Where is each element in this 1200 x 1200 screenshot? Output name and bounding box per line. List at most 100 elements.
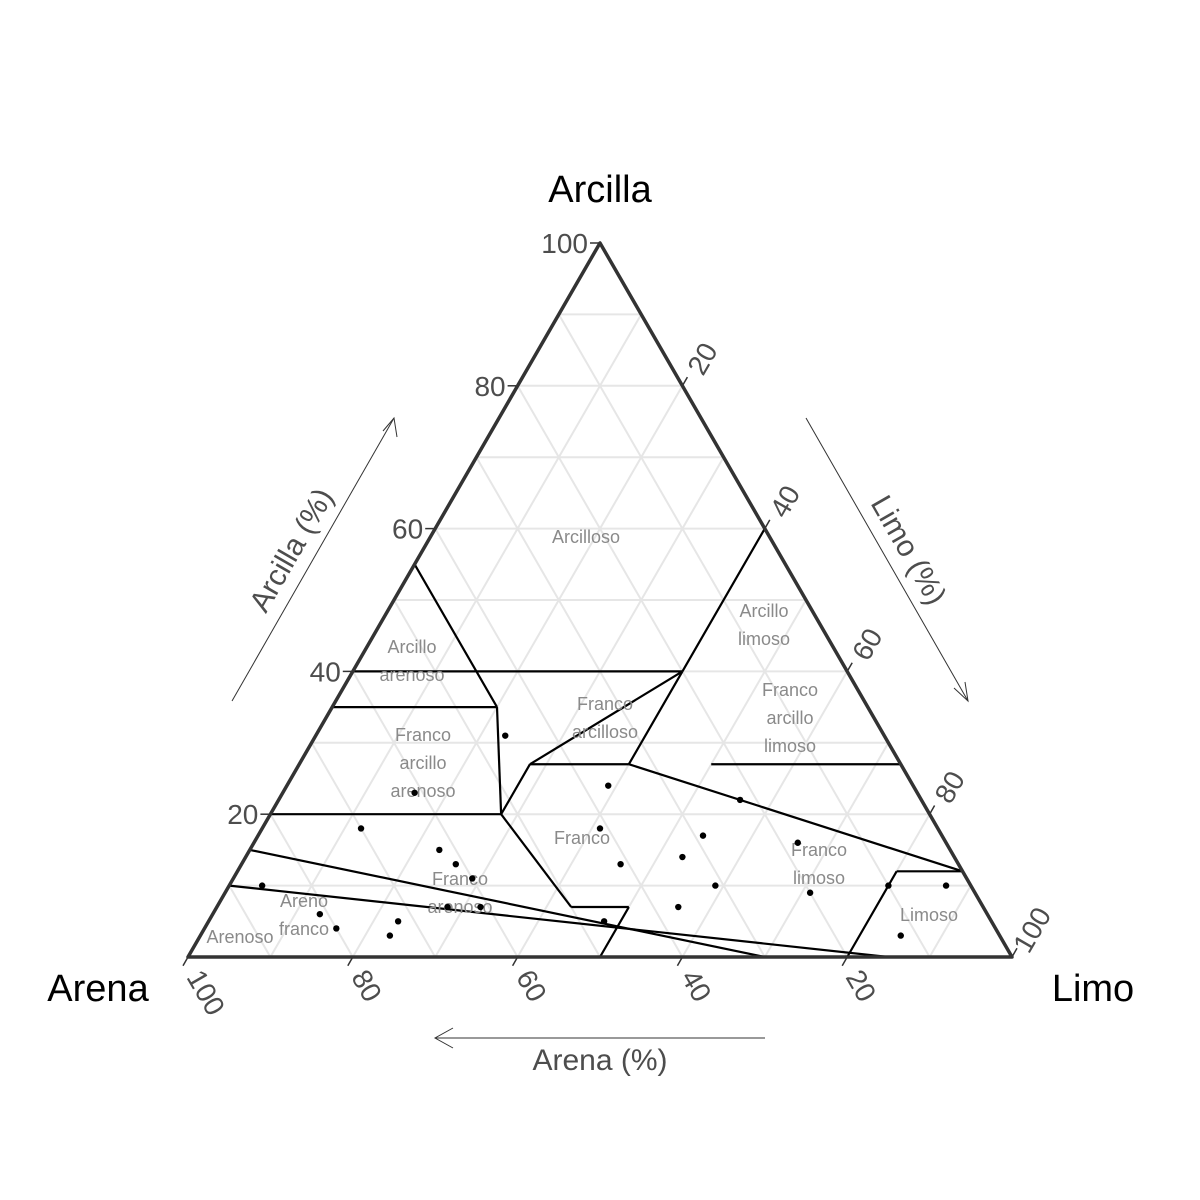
clay-tick-label: 100 <box>541 228 588 259</box>
class-label-line: arenoso <box>379 665 444 685</box>
clay-axis-arrowhead <box>382 416 398 438</box>
class-label: Franco <box>554 828 610 848</box>
data-point <box>600 918 608 925</box>
data-points <box>258 732 950 939</box>
class-boundary <box>628 763 963 873</box>
clay-tick-label: 40 <box>310 656 341 687</box>
class-boundary <box>413 563 498 708</box>
data-point <box>469 875 476 882</box>
class-label-line: Franco <box>432 869 488 889</box>
silt-tick-label: 80 <box>929 766 971 808</box>
class-boundary <box>500 763 531 815</box>
data-point <box>736 796 744 804</box>
class-boundary <box>529 670 683 766</box>
texture-class-boundaries <box>229 528 963 959</box>
triangle-border <box>186 241 1014 959</box>
silt-tick-label: 20 <box>681 338 723 380</box>
data-point <box>477 903 484 911</box>
class-label-line: arcilloso <box>572 722 638 742</box>
class-label-line: Limoso <box>900 905 958 925</box>
data-point <box>333 925 340 932</box>
data-point <box>794 839 801 846</box>
vertex-label-right: Limo <box>1052 968 1134 1010</box>
data-point <box>258 882 266 889</box>
class-label: Franco arenoso <box>427 869 492 917</box>
data-point <box>675 903 682 911</box>
data-point <box>806 889 814 896</box>
silt-tick-label: 60 <box>846 623 888 665</box>
clay-tick-label: 60 <box>392 514 423 545</box>
class-label-line: Franco <box>762 680 818 700</box>
silt-tick-label: 100 <box>1007 902 1057 958</box>
data-point <box>411 789 418 796</box>
silt-tick-label: 40 <box>764 480 806 522</box>
data-point <box>596 825 604 832</box>
class-label-line: limoso <box>764 736 816 756</box>
class-label: Franco limoso <box>791 840 847 888</box>
grid-line-sand <box>393 599 601 958</box>
class-label-line: Franco <box>554 828 610 848</box>
grid-line-silt <box>599 599 807 958</box>
class-label-line: arcillo <box>766 708 813 728</box>
class-label: Arcillo limoso <box>738 601 790 649</box>
data-point <box>357 825 365 832</box>
clay-axis-arrow <box>231 417 395 702</box>
class-label-line: franco <box>279 919 329 939</box>
class-label-line: Franco <box>395 725 451 745</box>
grid-line-silt <box>681 670 849 958</box>
grid-line-sand <box>475 456 766 958</box>
sand-axis-title: Arena (%) <box>532 1044 667 1077</box>
class-label: Areno franco <box>279 891 329 939</box>
sand-tick-label: 80 <box>345 964 387 1006</box>
class-boundary <box>500 813 573 908</box>
grid-line-sand <box>310 742 437 958</box>
class-label: Limoso <box>900 905 958 925</box>
class-label: Arcilloso <box>552 527 620 547</box>
class-label-line: Areno <box>280 891 328 911</box>
class-label-line: arenoso <box>390 781 455 801</box>
vertex-label-top: Arcilla <box>548 169 652 211</box>
silt-axis-arrow <box>805 417 969 702</box>
sand-tick-label: 40 <box>675 964 717 1006</box>
data-point <box>502 732 509 739</box>
class-label-line: Arenoso <box>206 927 273 947</box>
class-boundary <box>229 884 889 959</box>
class-label-line: Arcillo <box>387 637 436 657</box>
class-label-line: Franco <box>791 840 847 860</box>
class-boundary <box>249 848 766 959</box>
grid-line-silt <box>763 742 890 958</box>
class-label-line: arcillo <box>399 753 446 773</box>
grid-line-silt <box>434 456 725 958</box>
clay-tick-label: 80 <box>474 371 505 402</box>
class-label-line: arenoso <box>427 897 492 917</box>
data-point <box>897 932 904 939</box>
clay-tick-label: 20 <box>227 799 258 830</box>
class-label: Arcillo arenoso <box>379 637 444 685</box>
class-label: Franco arcillo arenoso <box>390 725 455 801</box>
data-point <box>436 846 443 854</box>
class-label-line: Arcillo <box>739 601 788 621</box>
class-label: Franco arcilloso <box>572 694 638 742</box>
data-point <box>712 882 719 889</box>
sand-axis-arrowhead <box>433 1027 454 1049</box>
vertex-label-left: Arena <box>47 968 149 1010</box>
grid-line-sand <box>228 885 272 958</box>
grid-line-sand <box>269 813 354 958</box>
grid-line-sand <box>557 313 931 958</box>
class-boundary <box>495 707 503 815</box>
sand-tick-label: 100 <box>181 965 231 1021</box>
data-point <box>942 882 950 889</box>
data-point <box>679 853 686 861</box>
axis-ticks <box>182 242 1018 967</box>
data-point <box>452 860 459 868</box>
data-point <box>386 932 394 939</box>
class-boundary <box>681 528 766 672</box>
data-point <box>316 910 324 918</box>
sand-tick-label: 60 <box>510 964 552 1006</box>
class-label-line: Franco <box>577 694 633 714</box>
data-point <box>699 832 707 839</box>
sand-tick-label: 20 <box>840 964 882 1006</box>
class-boundary <box>599 906 630 958</box>
